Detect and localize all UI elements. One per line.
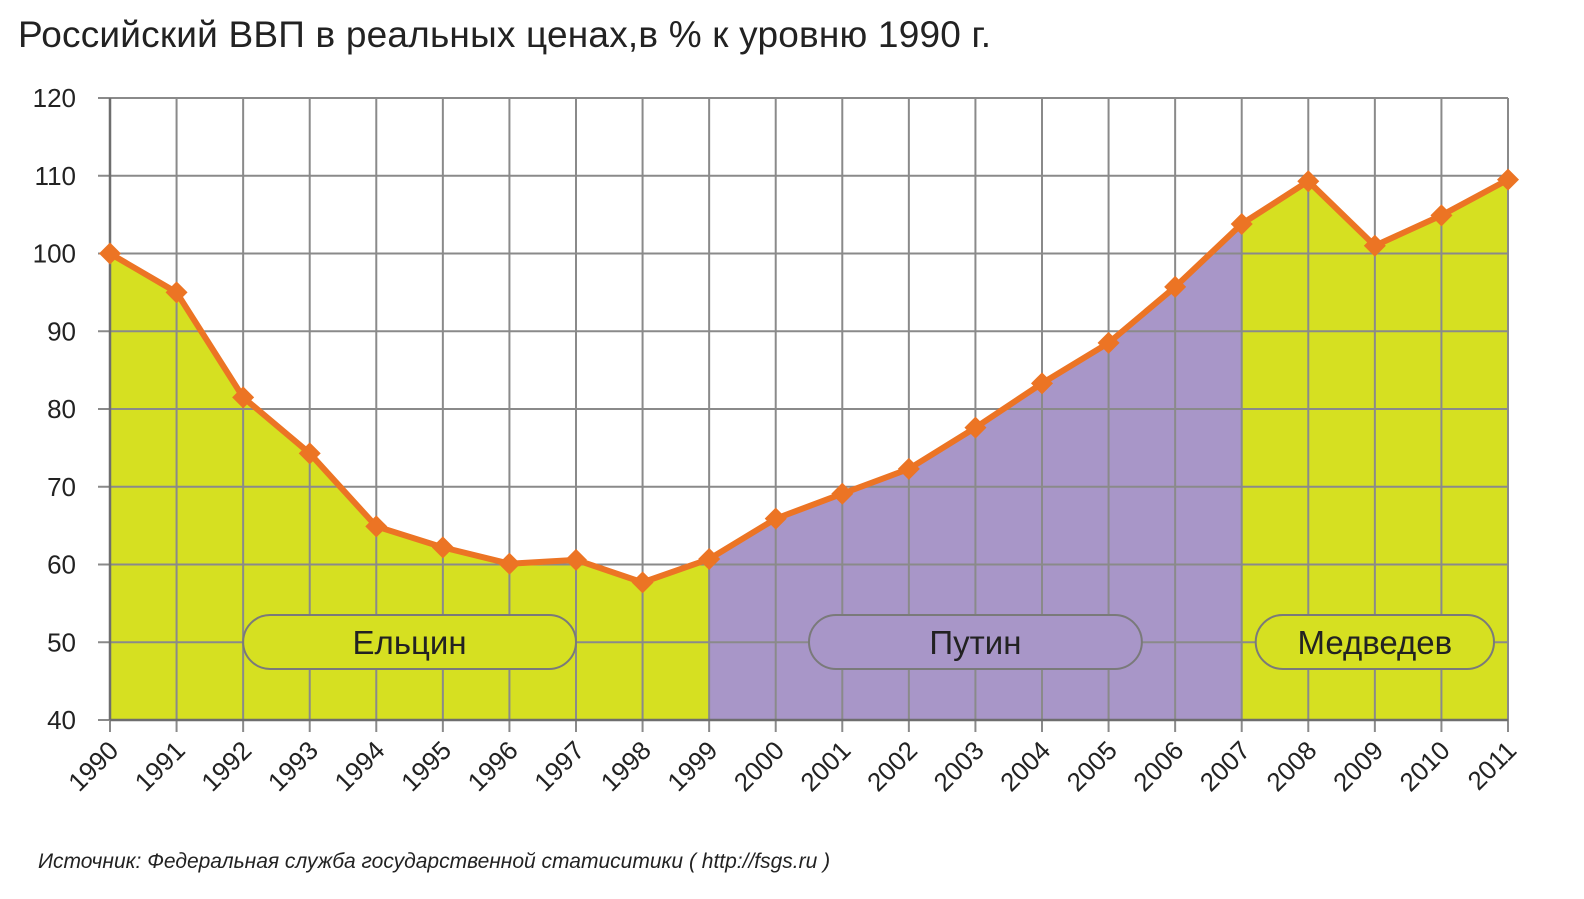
- x-tick-label-10: 2000: [728, 735, 790, 797]
- period-label-box-1: [808, 614, 1143, 670]
- data-point-2008: [1297, 170, 1320, 193]
- x-tick-labels: 1990 1991 1992 1993 1994 1995 1996 1997 1998 1999…: [62, 735, 1522, 797]
- data-point-2009: [1363, 234, 1386, 257]
- chart-title: Российский ВВП в реальных ценах,в % к ур…: [18, 14, 992, 55]
- data-point-1997: [565, 548, 587, 571]
- period-labels: Ельцин Путин Медведев: [242, 614, 1495, 670]
- y-tick-label-7: 110: [35, 161, 76, 191]
- y-tick-labels: 40 50 60 70 80 90 100 110 120: [33, 83, 76, 735]
- data-point-1994: [365, 515, 388, 538]
- data-point-2007: [1230, 212, 1253, 235]
- data-point-1993: [298, 442, 321, 465]
- data-point-1995: [431, 536, 454, 559]
- period-label-box-2: [1254, 614, 1495, 670]
- x-tick-label-2: 1992: [195, 735, 257, 797]
- period-label-2: Медведев: [1298, 624, 1453, 661]
- gdp-series: [99, 168, 1519, 594]
- y-tick-label-6: 100: [33, 239, 76, 269]
- x-tick-label-14: 2004: [994, 735, 1056, 797]
- y-tick-label-2: 60: [47, 550, 76, 580]
- data-point-1992: [232, 386, 255, 409]
- x-tick-label-12: 2002: [861, 735, 923, 797]
- x-tick-label-16: 2006: [1127, 735, 1189, 797]
- y-tick-label-5: 90: [47, 316, 76, 346]
- gdp-line: [108, 176, 1510, 586]
- data-point-1998: [631, 571, 654, 594]
- x-tick-label-11: 2001: [794, 735, 856, 797]
- x-tick-label-17: 2007: [1194, 735, 1256, 797]
- y-tick-label-8: 120: [33, 83, 76, 113]
- y-tick-label-4: 80: [47, 394, 76, 424]
- x-tick-label-1: 1991: [129, 735, 191, 797]
- x-tick-label-6: 1996: [462, 735, 524, 797]
- x-tick-label-19: 2009: [1327, 735, 1389, 797]
- y-tick-label-3: 70: [47, 472, 76, 502]
- x-tick-label-21: 2011: [1461, 735, 1522, 796]
- period-label-box-0: [242, 614, 577, 670]
- period-label-0: Ельцин: [353, 624, 467, 661]
- x-tick-label-0: 1990: [62, 735, 124, 797]
- grid-lines: [98, 97, 1509, 732]
- data-point-2002: [897, 457, 920, 480]
- data-point-1990: [99, 242, 121, 265]
- data-point-2010: [1430, 204, 1453, 227]
- data-point-2003: [964, 416, 987, 439]
- source-note: Источник: Федеральная служба государстве…: [38, 850, 831, 873]
- data-point-1999: [698, 548, 721, 571]
- x-tick-label-9: 1999: [661, 735, 723, 797]
- data-point-2011: [1497, 168, 1519, 191]
- data-point-2000: [764, 507, 787, 530]
- x-tick-label-3: 1993: [262, 735, 324, 797]
- x-tick-label-18: 2008: [1260, 735, 1322, 797]
- period-label-1: Путин: [929, 624, 1021, 661]
- data-point-2006: [1164, 275, 1187, 298]
- x-tick-label-13: 2003: [928, 735, 990, 797]
- data-point-1996: [498, 552, 521, 575]
- y-tick-label-1: 50: [47, 627, 76, 657]
- x-tick-label-20: 2010: [1394, 735, 1456, 797]
- data-point-1991: [165, 281, 188, 304]
- x-tick-label-5: 1995: [395, 735, 457, 797]
- axes: [108, 98, 1508, 722]
- data-point-2005: [1097, 331, 1120, 354]
- data-point-2004: [1031, 372, 1053, 395]
- period-area-0: [110, 253, 710, 720]
- x-tick-label-8: 1998: [595, 735, 657, 797]
- x-tick-label-15: 2005: [1061, 735, 1123, 797]
- x-tick-label-4: 1994: [328, 735, 390, 797]
- x-tick-label-7: 1997: [528, 735, 590, 797]
- data-point-2001: [831, 482, 854, 505]
- y-tick-label-0: 40: [47, 705, 76, 735]
